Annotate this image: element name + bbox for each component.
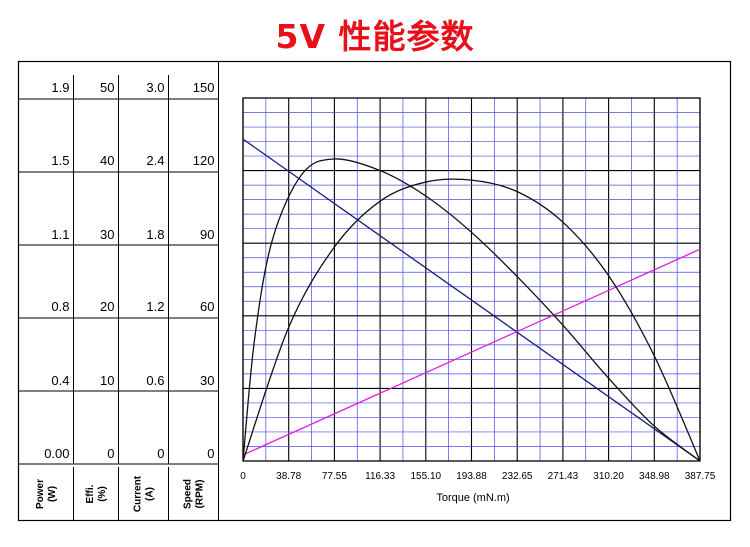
current-line <box>242 248 701 456</box>
y-tick-label: 0 <box>107 446 114 461</box>
axis-name-label: Speed <box>183 479 194 509</box>
y-tick-label: 0.00 <box>44 446 69 461</box>
y-tick-label: 30 <box>100 227 114 242</box>
y-tick-label: 0.6 <box>146 373 164 388</box>
axis-unit-label: (A) <box>145 487 156 501</box>
y-tick-label: 2.4 <box>146 153 164 168</box>
x-axis-title: Torque (mN.m) <box>436 492 509 504</box>
y-tick-label: 120 <box>193 153 215 168</box>
x-tick-label: 310.20 <box>593 471 624 482</box>
chart-title: 5V 性能参数 <box>275 17 475 56</box>
axis-name: Current (A) <box>133 475 156 512</box>
y-tick-label: 10 <box>100 373 114 388</box>
y-tick-label: 20 <box>100 299 114 314</box>
x-tick-label: 387.75 <box>685 471 716 482</box>
axis-unit-label: (W) <box>47 486 58 502</box>
x-tick-label: 348.98 <box>639 471 670 482</box>
outer-frame <box>17 60 732 522</box>
x-tick-label: 0 <box>240 471 246 482</box>
x-tick-label: 155.10 <box>411 471 442 482</box>
axis-name: Speed (RPM) <box>183 479 206 509</box>
x-tick-label: 77.55 <box>322 471 347 482</box>
axis-name-label: Power <box>35 479 46 509</box>
x-tick-label: 232.65 <box>502 471 533 482</box>
y-tick-label: 50 <box>100 80 114 95</box>
x-tick-label: 271.43 <box>548 471 579 482</box>
x-tick-label: 38.78 <box>276 471 301 482</box>
y-tick-label: 0 <box>207 446 214 461</box>
axis-name: Power (W) <box>35 479 58 509</box>
y-tick-label: 40 <box>100 153 114 168</box>
x-tick-label: 193.88 <box>456 471 487 482</box>
y-tick-label: 0.8 <box>51 299 69 314</box>
x-tick-label: 116.33 <box>365 471 395 482</box>
y-tick-label: 30 <box>200 373 214 388</box>
y-tick-label: 1.5 <box>51 153 69 168</box>
axis-unit-label: (%) <box>97 486 108 502</box>
y-tick-label: 90 <box>200 227 214 242</box>
y-tick-label: 1.1 <box>51 227 69 242</box>
speed-line <box>242 138 701 462</box>
axis-name-label: Current <box>133 475 144 512</box>
y-tick-label: 1.9 <box>51 80 69 95</box>
y-tick-label: 1.2 <box>146 299 164 314</box>
y-tick-label: 150 <box>193 80 215 95</box>
y-tick-label: 3.0 <box>146 80 164 95</box>
axis-unit-label: (RPM) <box>195 480 206 509</box>
y-tick-label: 0 <box>157 446 164 461</box>
y-tick-label: 0.4 <box>51 373 69 388</box>
plot-border <box>242 97 701 462</box>
axis-name-label: Effi. <box>85 484 96 503</box>
y-tick-label: 1.8 <box>146 227 164 242</box>
power-curve <box>242 178 701 462</box>
y-tick-label: 60 <box>200 299 214 314</box>
axis-name: Effi. (%) <box>85 484 108 503</box>
efficiency-curve <box>242 158 701 462</box>
